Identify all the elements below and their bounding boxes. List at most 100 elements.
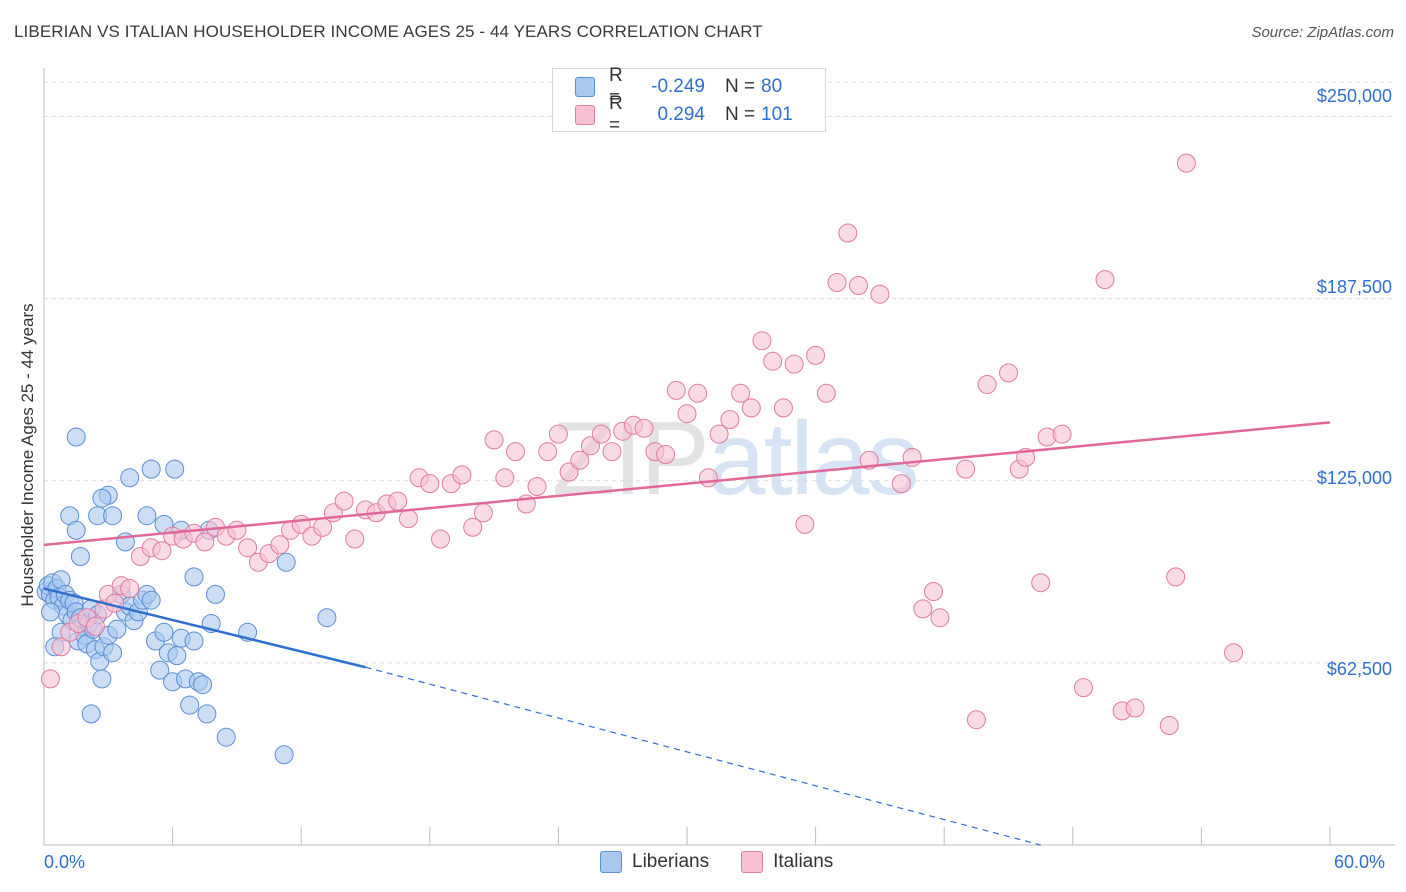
y-tick-label: $250,000	[1316, 86, 1392, 106]
y-tick-label: $187,500	[1316, 277, 1392, 297]
liberian-point	[141, 590, 161, 610]
legend-item-italians[interactable]: Italians	[741, 851, 833, 873]
italian-point	[1176, 153, 1196, 173]
italian-point	[559, 462, 579, 482]
series-legend: Liberians Italians	[600, 851, 865, 873]
italian-point	[270, 535, 290, 555]
r-value: -0.249	[651, 76, 705, 97]
liberian-point	[276, 552, 296, 572]
italian-point	[924, 582, 943, 601]
liberian-point	[206, 584, 225, 604]
liberian-point	[40, 602, 60, 622]
n-label: N =	[725, 76, 756, 97]
chart-source: Source: ZipAtlas.com	[1251, 24, 1394, 41]
italian-point	[763, 351, 783, 371]
chart-title: LIBERIAN VS ITALIAN HOUSEHOLDER INCOME A…	[14, 22, 763, 41]
liberian-point	[317, 608, 337, 628]
italian-point	[816, 383, 836, 403]
legend-item-liberians[interactable]: Liberians	[600, 851, 709, 873]
liberian-point	[81, 704, 101, 724]
x-tick-min: 0.0%	[44, 852, 86, 872]
italian-point	[795, 514, 815, 534]
italian-point	[1095, 270, 1115, 290]
liberian-point	[167, 646, 187, 666]
x-tick-max: 60.0%	[1334, 852, 1386, 872]
n-label: N =	[725, 104, 756, 125]
liberian-point	[165, 459, 185, 479]
italians-swatch	[575, 105, 595, 125]
italian-point	[1224, 643, 1243, 663]
legend-label: Liberians	[632, 851, 710, 872]
italian-point	[463, 517, 483, 537]
italian-point	[773, 398, 793, 418]
liberian-trend-extension	[365, 666, 1041, 846]
italian-point	[891, 474, 911, 494]
italian-point	[688, 383, 708, 403]
italian-point	[698, 468, 718, 488]
correlation-legend: R = -0.249 N = 80 R = 0.294 N = 101	[552, 65, 826, 136]
r-value: 0.294	[657, 104, 705, 125]
italian-point	[602, 442, 622, 462]
italian-point	[827, 273, 847, 292]
liberian-point	[274, 745, 294, 765]
italian-point	[334, 491, 354, 511]
italian-point	[720, 410, 740, 429]
liberian-point	[70, 547, 90, 566]
italian-point	[120, 579, 140, 598]
italian-point	[656, 445, 676, 464]
italian-point	[849, 276, 868, 295]
italian-point	[495, 468, 515, 488]
italian-point	[51, 637, 71, 657]
y-tick-label: $125,000	[1316, 468, 1392, 488]
italian-point	[709, 424, 729, 444]
italian-point	[913, 599, 933, 619]
legend-label: Italians	[773, 851, 834, 872]
liberian-point	[141, 459, 161, 479]
italian-point	[484, 430, 504, 450]
liberian-point	[154, 622, 174, 642]
liberian-point	[197, 704, 217, 724]
italian-point	[752, 331, 772, 351]
italian-point	[506, 442, 525, 462]
liberian-point	[92, 488, 112, 508]
liberian-point	[103, 643, 123, 663]
italian-point	[634, 418, 654, 438]
italian-point	[1074, 678, 1093, 698]
italian-point	[1031, 573, 1051, 593]
italian-point	[1159, 716, 1179, 735]
liberian-trend-line	[43, 587, 366, 669]
italian-trend-line	[43, 421, 1331, 547]
italian-point	[195, 532, 215, 552]
y-axis-label: Householder Income Ages 25 - 44 years	[18, 303, 37, 607]
italian-point	[806, 345, 826, 365]
italian-point	[227, 520, 247, 540]
liberian-point	[103, 506, 123, 526]
italian-point	[527, 477, 547, 496]
italian-point	[452, 465, 472, 485]
legend-row-italians: R = 0.294 N = 101	[575, 93, 793, 136]
liberian-point	[66, 427, 86, 447]
italian-point	[870, 284, 890, 304]
italian-point	[152, 541, 172, 561]
italian-point	[731, 383, 751, 403]
liberian-point	[92, 669, 112, 689]
liberian-point	[150, 660, 170, 680]
italian-point	[398, 509, 418, 529]
italian-point	[966, 710, 986, 730]
italian-point	[473, 503, 493, 523]
liberians-swatch	[575, 77, 595, 97]
italian-point	[677, 404, 697, 424]
italian-point	[40, 669, 60, 689]
italian-point	[570, 450, 590, 470]
italian-point	[345, 529, 365, 549]
italian-point	[85, 616, 105, 636]
italian-point	[420, 474, 440, 494]
y-tick-label: $62,500	[1326, 659, 1392, 679]
italian-point	[784, 354, 804, 374]
liberian-point	[137, 506, 157, 526]
italian-point	[431, 529, 450, 549]
liberian-point	[184, 567, 204, 587]
liberians-swatch	[600, 851, 622, 873]
italian-point	[548, 424, 568, 444]
